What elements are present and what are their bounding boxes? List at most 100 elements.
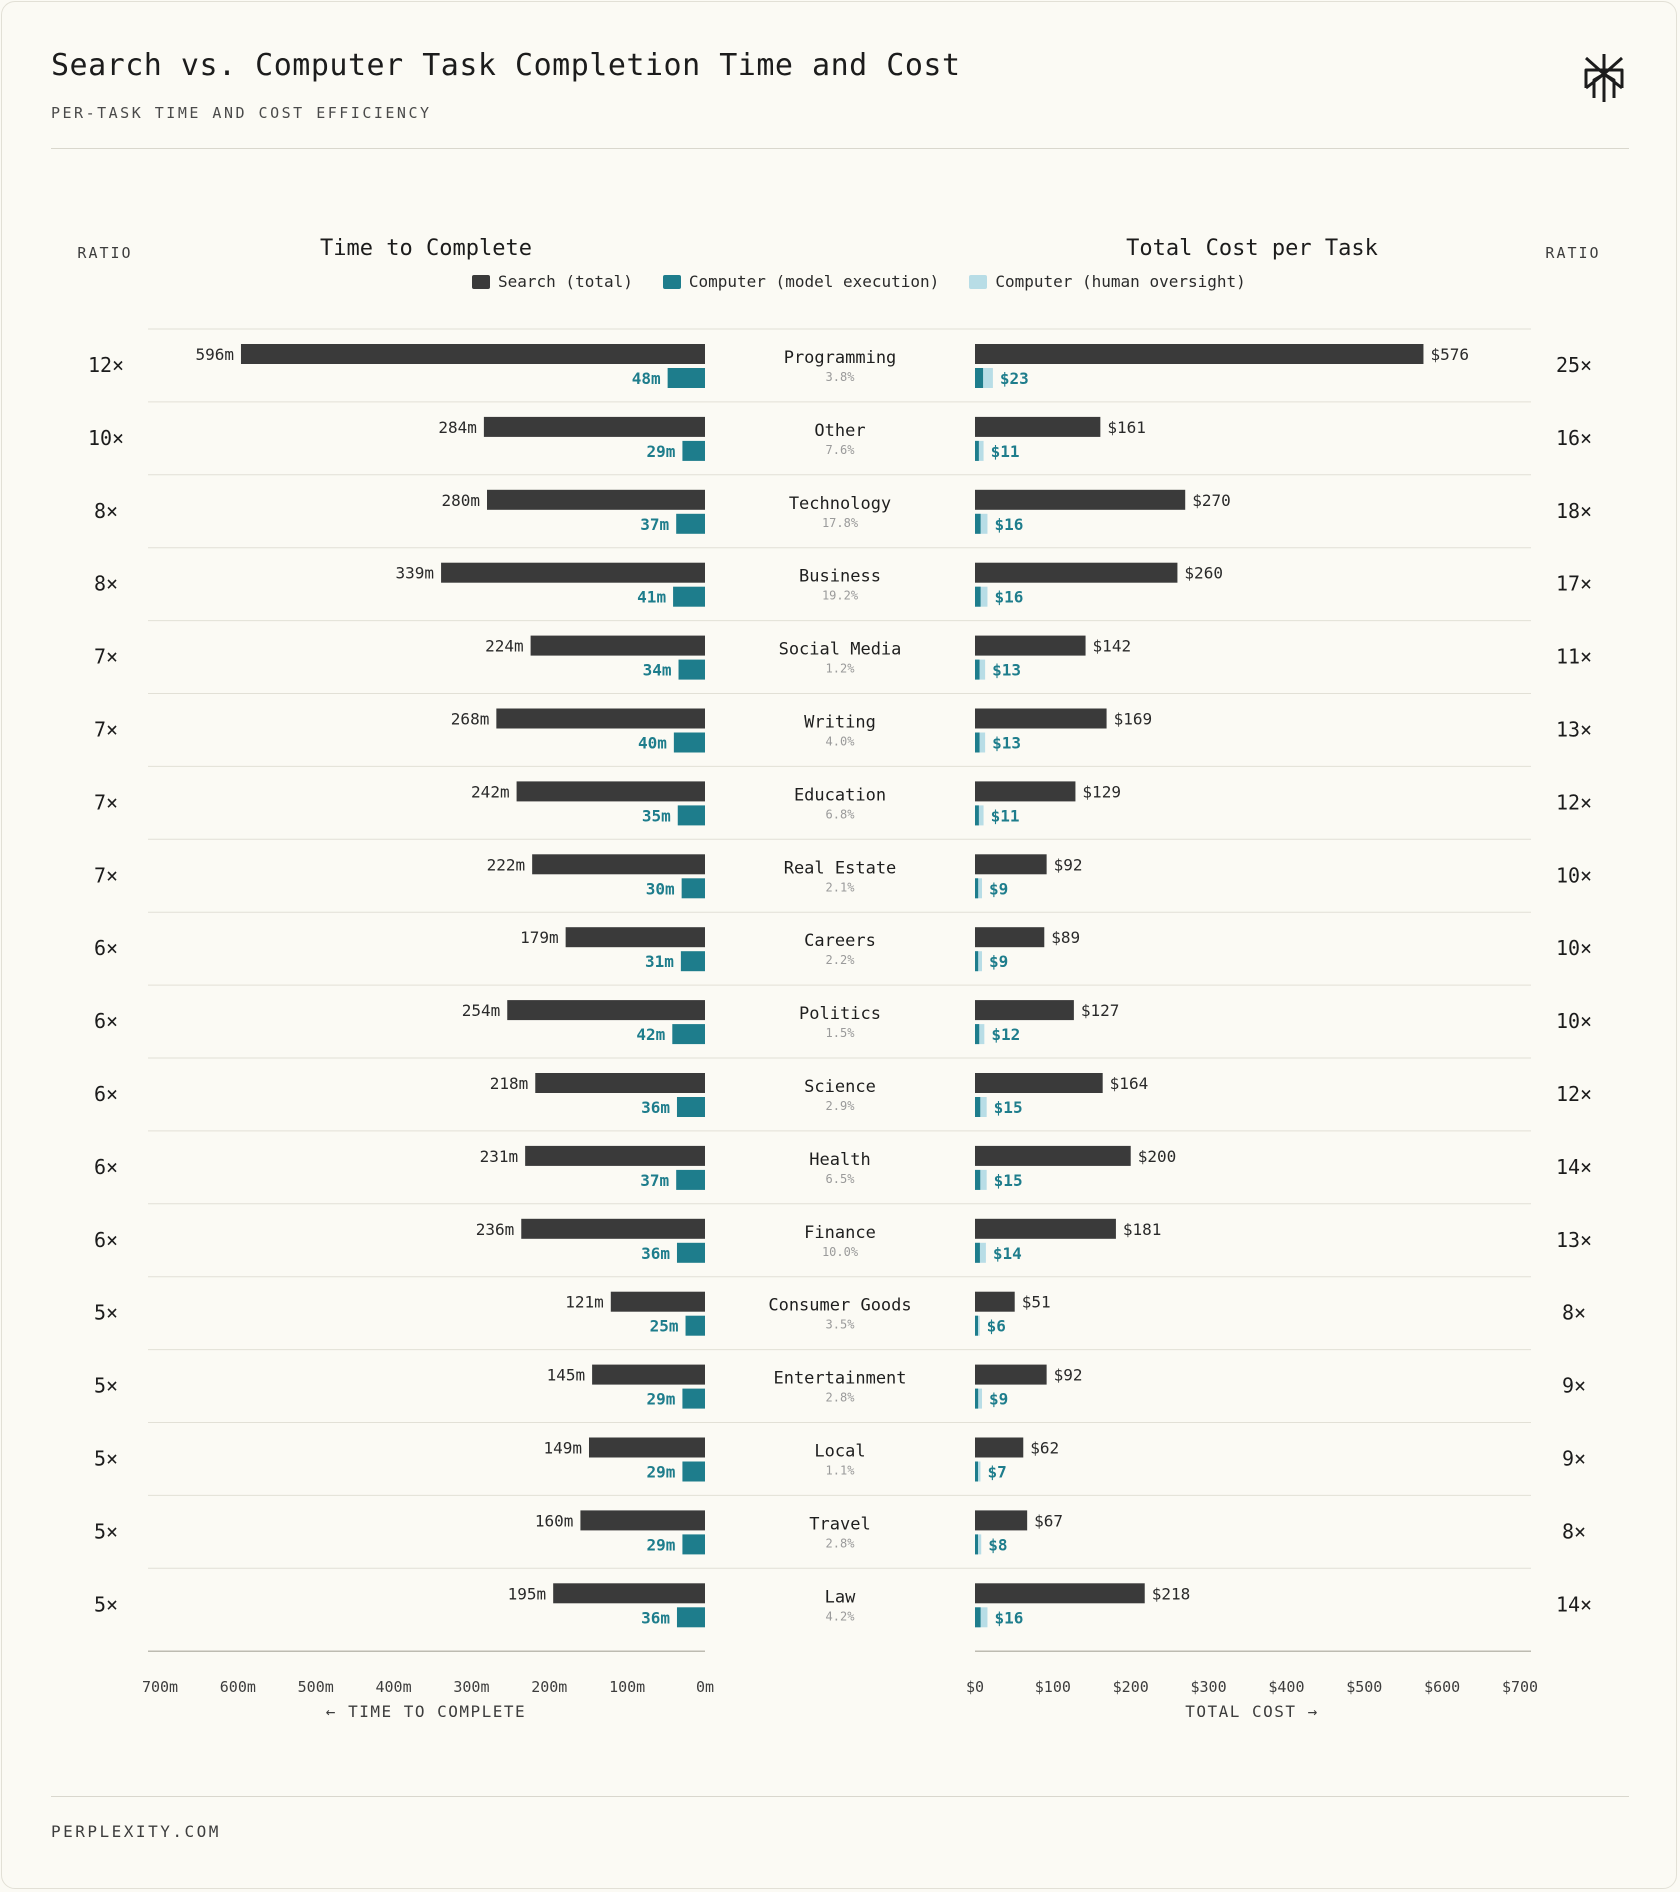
time-ratio-health: 6× (94, 1155, 118, 1179)
cost-tick-label: $600 (1424, 1678, 1460, 1696)
search-cost-bar-technology (975, 489, 1186, 510)
computer-time-label-social-media: 34m (643, 661, 672, 680)
cost-ratio-other: 16× (1556, 426, 1592, 450)
computer-cost-human-bar-education (975, 805, 984, 826)
legend-label-computer-model: Computer (model execution) (688, 272, 940, 291)
time-ratio-business: 8× (94, 572, 118, 596)
computer-cost-model-bar-technology (975, 513, 981, 534)
computer-time-label-technology: 37m (640, 515, 669, 534)
perplexity-logo-icon (1584, 54, 1624, 102)
computer-cost-model-bar-writing (975, 732, 980, 753)
computer-cost-human-bar-social-media (975, 659, 986, 680)
computer-time-label-finance: 36m (641, 1244, 670, 1263)
search-cost-label-social-media: $142 (1093, 637, 1132, 656)
time-ratio-writing: 7× (94, 718, 118, 742)
search-time-label-science: 218m (490, 1074, 529, 1093)
search-time-bar-local (588, 1437, 705, 1458)
cost-ratio-writing: 13× (1556, 718, 1592, 742)
category-label-real-estate: Real Estate (784, 858, 897, 878)
search-time-bar-real-estate (532, 854, 705, 875)
search-time-label-travel: 160m (535, 1511, 574, 1530)
category-label-social-media: Social Media (779, 640, 902, 660)
category-label-politics: Politics (799, 1004, 881, 1024)
computer-cost-model-bar-education (975, 805, 979, 826)
time-axis-direction-label: ← TIME TO COMPLETE (325, 1702, 527, 1721)
search-cost-label-education: $129 (1082, 782, 1121, 801)
search-cost-bar-travel (975, 1510, 1028, 1531)
search-time-label-entertainment: 145m (547, 1366, 586, 1385)
time-ratio-politics: 6× (94, 1009, 118, 1033)
computer-time-bar-other (682, 440, 705, 461)
category-share-careers: 2.2% (826, 953, 856, 967)
computer-cost-label-science: $15 (994, 1098, 1023, 1117)
time-ratio-law: 5× (94, 1592, 118, 1616)
category-share-politics: 1.5% (826, 1026, 856, 1040)
time-ratio-finance: 6× (94, 1228, 118, 1252)
search-time-label-technology: 280m (441, 491, 480, 510)
legend-item-search: Search (total) (472, 272, 633, 291)
time-ratio-local: 5× (94, 1447, 118, 1471)
search-cost-bar-programming (975, 344, 1424, 364)
computer-time-bar-technology (676, 513, 705, 534)
cost-ratio-finance: 13× (1556, 1228, 1592, 1252)
category-label-consumer-goods: Consumer Goods (768, 1296, 911, 1316)
search-cost-label-health: $200 (1138, 1147, 1177, 1166)
search-cost-bar-social-media (975, 635, 1086, 656)
search-cost-label-travel: $67 (1034, 1511, 1063, 1530)
computer-cost-label-education: $11 (991, 806, 1020, 825)
computer-cost-human-bar-writing (975, 732, 986, 753)
search-cost-bar-education (975, 781, 1076, 802)
time-ratio-real-estate: 7× (94, 863, 118, 887)
search-cost-bar-consumer-goods (975, 1291, 1015, 1312)
legend-item-computer-model: Computer (model execution) (662, 272, 940, 291)
computer-cost-label-business: $16 (994, 588, 1023, 607)
category-label-travel: Travel (809, 1514, 870, 1534)
computer-time-bar-education (677, 805, 705, 826)
search-cost-bar-real-estate (975, 854, 1047, 875)
time-tick-label: 200m (531, 1678, 567, 1696)
computer-time-bar-social-media (678, 659, 705, 680)
computer-cost-model-bar-science (975, 1097, 981, 1117)
search-time-label-programming: 596m (195, 345, 234, 364)
cost-ratio-education: 12× (1556, 790, 1592, 814)
search-time-label-business: 339m (396, 564, 435, 583)
computer-cost-human-bar-real-estate (975, 878, 983, 899)
time-tick-label: 600m (220, 1678, 256, 1696)
computer-cost-human-bar-careers (975, 951, 983, 972)
cost-ratio-travel: 8× (1562, 1519, 1586, 1543)
search-cost-label-business: $260 (1184, 564, 1223, 583)
computer-cost-human-bar-travel (975, 1534, 982, 1555)
time-ratio-travel: 5× (94, 1519, 118, 1543)
category-share-entertainment: 2.8% (826, 1391, 856, 1405)
legend-swatch-search (472, 274, 490, 289)
computer-time-label-science: 36m (641, 1098, 670, 1117)
computer-cost-label-health: $15 (994, 1171, 1023, 1190)
computer-time-label-travel: 29m (647, 1535, 676, 1554)
time-ratio-other: 10× (88, 426, 124, 450)
computer-cost-label-finance: $14 (993, 1244, 1022, 1263)
search-cost-bar-science (975, 1073, 1103, 1093)
computer-time-bar-writing (673, 732, 705, 753)
search-time-label-writing: 268m (451, 710, 490, 729)
legend-swatch-computer-human (969, 274, 988, 289)
cost-ratio-science: 12× (1556, 1082, 1592, 1106)
header-divider (51, 148, 1629, 149)
search-time-bar-other (483, 416, 705, 437)
computer-cost-model-bar-social-media (975, 659, 980, 680)
search-cost-label-science: $164 (1110, 1074, 1149, 1093)
search-time-label-other: 284m (438, 418, 477, 437)
time-tick-label: 500m (298, 1678, 334, 1696)
cost-ratio-programming: 25× (1556, 353, 1592, 377)
search-time-bar-health (525, 1145, 705, 1166)
cost-tick-label: $700 (1502, 1678, 1538, 1696)
search-time-bar-writing (496, 708, 705, 729)
search-cost-label-entertainment: $92 (1054, 1366, 1083, 1385)
search-cost-label-law: $218 (1152, 1584, 1191, 1603)
search-time-label-consumer-goods: 121m (565, 1293, 604, 1312)
computer-cost-model-bar-travel (975, 1534, 978, 1555)
computer-cost-model-bar-consumer-goods (975, 1315, 978, 1336)
computer-cost-human-bar-other (975, 440, 984, 461)
search-cost-label-other: $161 (1107, 418, 1146, 437)
search-cost-bar-politics (975, 1000, 1074, 1021)
